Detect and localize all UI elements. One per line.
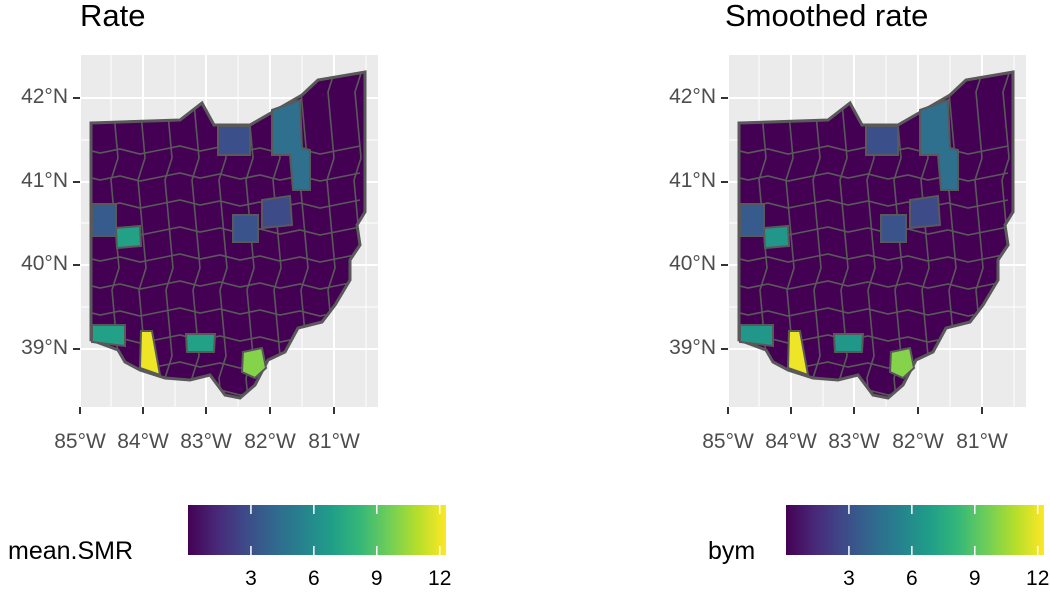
legend-tick-label: 12 — [1026, 567, 1050, 590]
panel-title: Rate — [80, 0, 146, 33]
county-north-east-corridor — [919, 98, 959, 191]
county-west-county-1 — [739, 203, 765, 237]
legend-svg — [188, 505, 446, 555]
y-tick-label: 40°N — [21, 252, 68, 275]
county-south-central-county — [832, 333, 865, 353]
county-south-west-corner — [91, 324, 126, 348]
county-north-east-corridor — [271, 98, 311, 191]
x-tick-label: 83°W — [180, 430, 232, 453]
county-north-county-1 — [865, 125, 899, 156]
x-tick-label: 84°W — [117, 430, 169, 453]
x-tick-label: 83°W — [828, 430, 880, 453]
county-south-central-county — [184, 333, 217, 353]
x-tick-label: 82°W — [244, 430, 296, 453]
panel-rate: Rate mean.SMR 42°N 41°N 40°N 39°N 85°W 84°W 83… — [8, 0, 452, 590]
county-south-west-border-county — [138, 330, 162, 377]
x-tick-label: 81°W — [956, 430, 1008, 453]
county-central-county-1 — [880, 214, 907, 243]
county-central-county-1 — [232, 214, 259, 243]
map-svg — [721, 55, 1026, 414]
legend-tick-label: 6 — [308, 567, 320, 590]
county-south-west-corner — [739, 324, 774, 348]
y-tick-label: 42°N — [21, 85, 68, 108]
legend-tick-label: 12 — [428, 567, 452, 590]
y-tick-label: 41°N — [669, 169, 716, 192]
county-south-west-border-county — [786, 330, 810, 377]
legend-colorbar — [786, 505, 1044, 555]
y-tick-label: 39°N — [669, 336, 716, 359]
county-west-central-county — [114, 224, 143, 250]
county-east-county-1 — [909, 194, 942, 230]
legend-title: mean.SMR — [8, 537, 134, 565]
panel-smoothed: Smoothed rate bym 42°N 41°N 40°N 39°N 85°W 84… — [525, 0, 1050, 593]
y-tick-label: 41°N — [21, 169, 68, 192]
y-tick-label: 42°N — [669, 85, 716, 108]
panel-title: Smoothed rate — [725, 0, 929, 33]
county-southern-river-county — [888, 346, 916, 380]
x-tick-label: 85°W — [702, 430, 754, 453]
legend-svg — [786, 505, 1044, 555]
county-east-county-1 — [261, 194, 294, 230]
legend-colorbar — [188, 505, 446, 555]
county-north-county-1 — [217, 125, 251, 156]
legend-tick-label: 3 — [843, 567, 855, 590]
map-svg — [73, 55, 378, 414]
county-west-central-county — [762, 224, 791, 250]
legend-tick-label: 3 — [245, 567, 257, 590]
legend-tick-label: 9 — [968, 567, 981, 590]
y-tick-label: 40°N — [669, 252, 716, 275]
x-tick-label: 82°W — [892, 430, 944, 453]
legend-tick-label: 9 — [370, 567, 383, 590]
county-southern-river-county — [240, 346, 268, 380]
x-tick-label: 85°W — [54, 430, 106, 453]
y-tick-label: 39°N — [21, 336, 68, 359]
legend-tick-label: 6 — [906, 567, 918, 590]
x-tick-label: 81°W — [308, 430, 360, 453]
legend-title: bym — [708, 537, 756, 565]
county-west-county-1 — [91, 203, 117, 237]
x-tick-label: 84°W — [765, 430, 817, 453]
